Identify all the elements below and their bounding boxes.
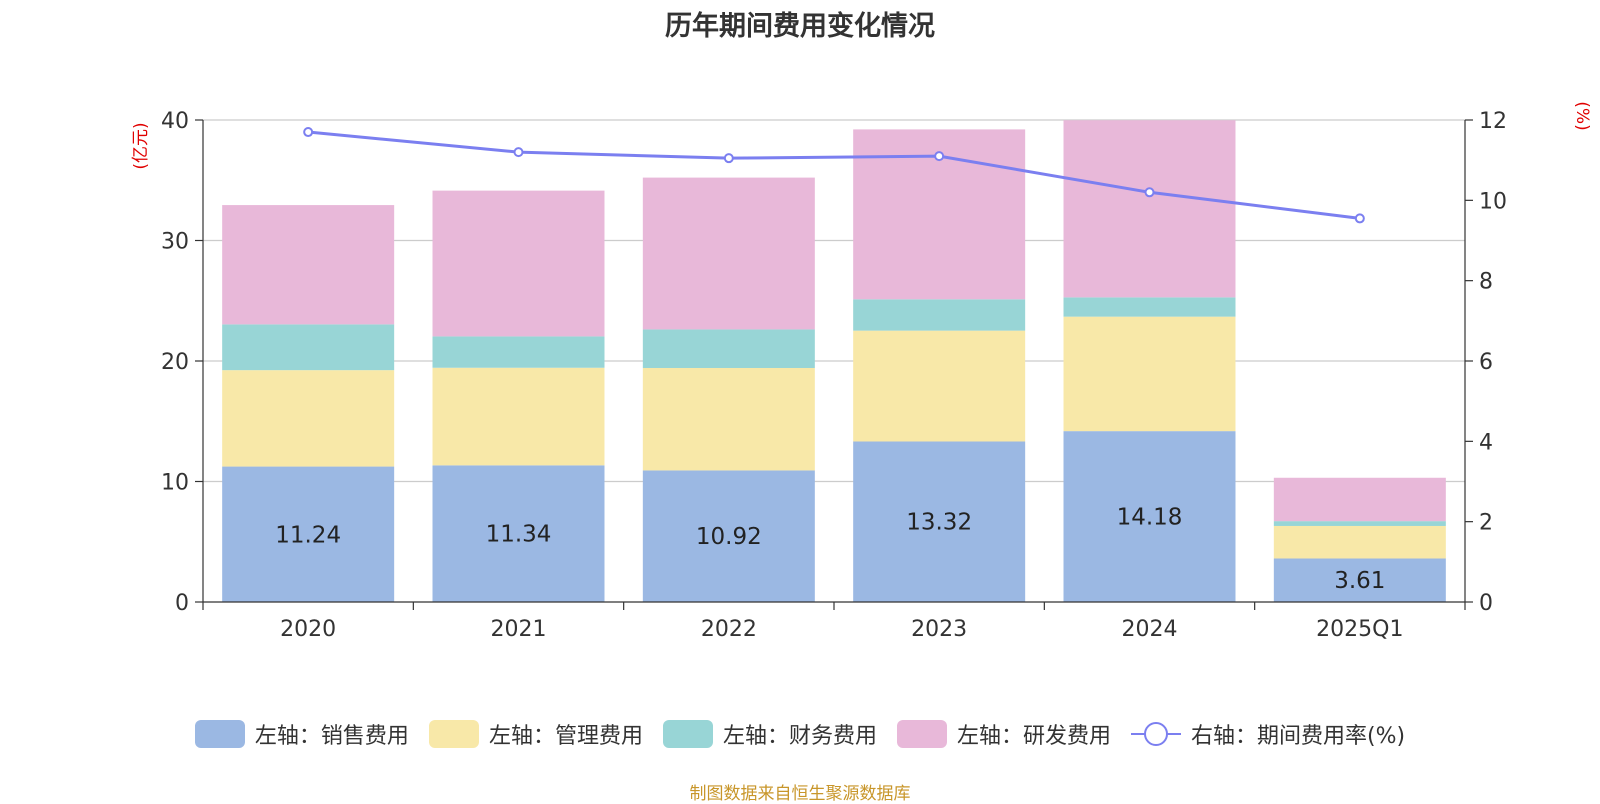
rate-line-path <box>308 130 1361 220</box>
left-axis-tick-label: 0 <box>175 591 189 616</box>
bar-segment-sales <box>222 466 395 602</box>
bar-segment-finance <box>642 329 815 368</box>
bar-segment-admin <box>432 367 605 466</box>
data-labels: 11.24 11.34 10.92 13.32 14.18 3.61 <box>275 505 1385 595</box>
left-axis-tick-label: 20 <box>161 350 189 375</box>
bar-data-label: 3.61 <box>1334 568 1385 594</box>
rate-point <box>934 151 945 162</box>
legend-item-finance[interactable]: 左轴：财务费用 <box>662 718 877 750</box>
bar-segment-rd <box>642 177 815 330</box>
bar-segment-admin <box>1063 316 1236 432</box>
bar-segment-finance <box>222 324 395 371</box>
bar-segment-finance <box>853 299 1026 331</box>
rate-point <box>1354 213 1365 224</box>
right-axis-tick-label: 6 <box>1479 350 1493 375</box>
bar-segment-finance <box>432 336 605 368</box>
bar-data-label: 13.32 <box>906 510 972 536</box>
right-axis-tick-label: 2 <box>1479 511 1493 536</box>
x-axis-tick-label: 2025Q1 <box>1316 617 1403 642</box>
bar-segment-sales <box>1063 431 1236 602</box>
legend-label-admin: 左轴：管理费用 <box>488 724 643 749</box>
right-axis-tick-label: 8 <box>1479 270 1493 295</box>
bar-segment-finance <box>1063 297 1236 317</box>
right-axis-tick-label: 12 <box>1479 109 1507 134</box>
bar-segment-rd <box>1063 120 1236 298</box>
legend-item-rd[interactable]: 左轴：研发费用 <box>896 718 1111 750</box>
chart-legend: 左轴：销售费用 左轴：管理费用 左轴：财务费用 左轴：研发费用 右轴：期间费用率… <box>0 718 1600 750</box>
bars <box>222 120 1446 602</box>
rate-point <box>723 153 734 164</box>
rate-point <box>513 147 524 158</box>
x-axis-tick-label: 2022 <box>701 617 757 642</box>
right-axis-tick-label: 10 <box>1479 189 1507 214</box>
bar-segment-admin <box>642 367 815 471</box>
x-axis-tick-label: 2023 <box>911 617 967 642</box>
right-axis-tick-label: 4 <box>1479 430 1493 455</box>
legend-item-admin[interactable]: 左轴：管理费用 <box>428 718 643 750</box>
x-axis-tick-label: 2020 <box>280 617 336 642</box>
bar-segment-admin <box>222 370 395 467</box>
bar-segment-rd <box>432 190 605 337</box>
left-axis-tick-label: 10 <box>161 471 189 496</box>
rate-point <box>303 127 314 138</box>
bar-segment-sales <box>1273 558 1446 602</box>
bar-segment-finance <box>1273 521 1446 526</box>
bar-data-label: 11.34 <box>486 522 552 548</box>
left-axis-unit-label: (亿元) <box>131 122 151 169</box>
legend-line-marker-icon <box>1130 720 1181 748</box>
bar-segment-rd <box>222 205 395 325</box>
legend-swatch-admin <box>428 720 479 748</box>
right-axis-unit-label: (%) <box>1572 101 1592 130</box>
bar-segment-rd <box>1273 477 1446 522</box>
legend-label-finance: 左轴：财务费用 <box>722 724 877 749</box>
legend-swatch-finance <box>662 720 713 748</box>
bar-segment-admin <box>1273 525 1446 559</box>
x-axis-tick-label: 2024 <box>1122 617 1178 642</box>
axes: 0 10 20 30 40 0 2 4 6 8 10 12 2020 2021 2022 2023 2024 20… <box>131 101 1592 642</box>
legend-item-sales[interactable]: 左轴：销售费用 <box>194 718 409 750</box>
bar-data-label: 11.24 <box>275 522 341 548</box>
chart-title: 历年期间费用变化情况 <box>665 11 935 42</box>
legend-swatch-rd <box>896 720 947 748</box>
rate-line <box>303 127 1365 224</box>
right-axis-tick-label: 0 <box>1479 591 1493 616</box>
bar-segment-sales <box>642 470 815 602</box>
bar-segment-admin <box>853 330 1026 442</box>
bar-data-label: 10.92 <box>696 524 762 550</box>
grid-lines <box>203 119 1465 483</box>
x-axis-tick-label: 2021 <box>491 617 547 642</box>
legend-label-sales: 左轴：销售费用 <box>254 724 409 749</box>
bar-data-label: 14.18 <box>1117 505 1183 531</box>
legend-swatch-sales <box>194 720 245 748</box>
left-axis-tick-label: 30 <box>161 230 189 255</box>
legend-label-rd: 左轴：研发费用 <box>956 724 1111 749</box>
legend-label-rate: 右轴：期间费用率(%) <box>1190 724 1406 749</box>
rate-point <box>1144 187 1155 198</box>
source-note: 制图数据来自恒生聚源数据库 <box>689 784 911 804</box>
left-axis-tick-label: 40 <box>161 109 189 134</box>
bar-segment-sales <box>432 465 605 602</box>
legend-item-rate[interactable]: 右轴：期间费用率(%) <box>1130 718 1406 750</box>
bar-segment-sales <box>853 441 1026 602</box>
